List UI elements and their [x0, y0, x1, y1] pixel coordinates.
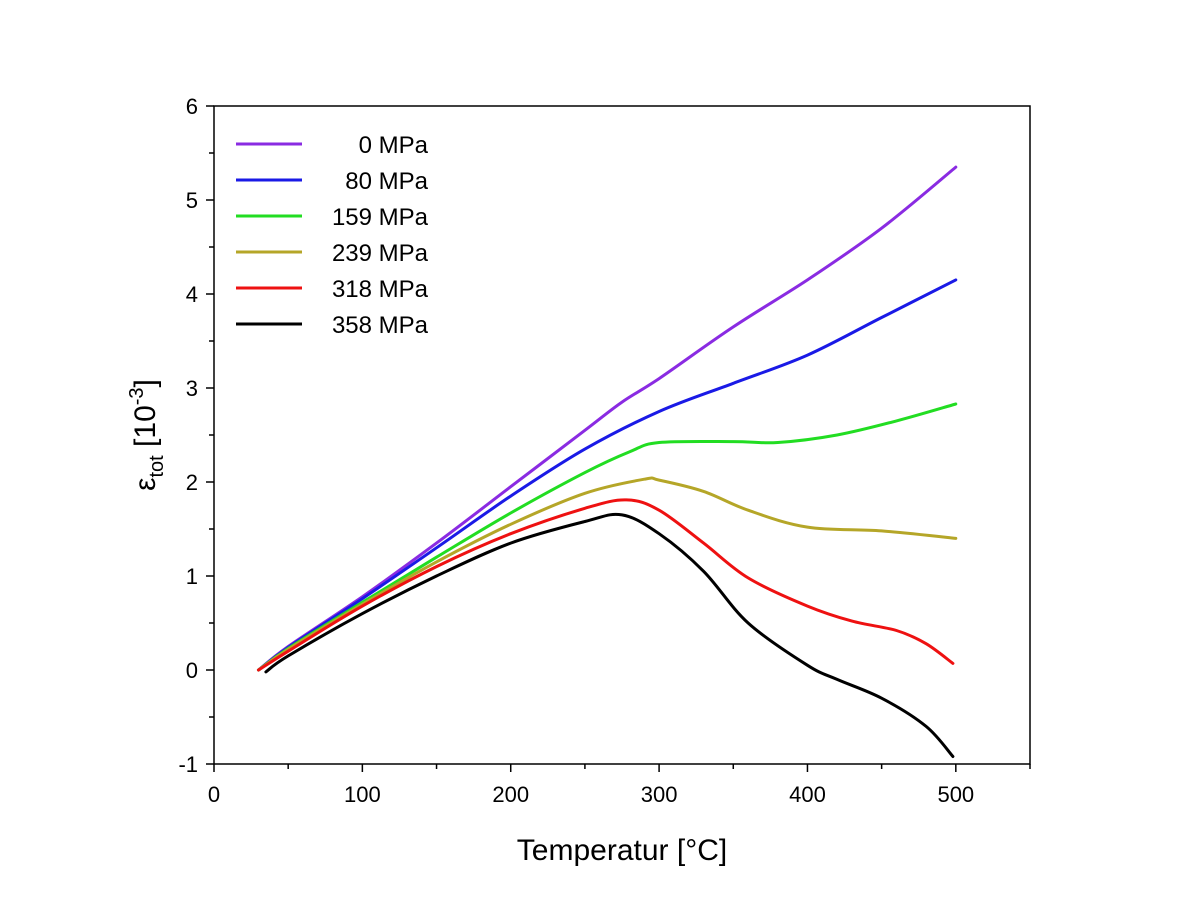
- legend-label-1: 80 MPa: [345, 168, 428, 195]
- legend: 0 MPa 80 MPa 159 MPa 239 MPa 318 MPa 358 MPa: [236, 132, 429, 339]
- y-tick-label: -1: [178, 752, 198, 777]
- y-tick-label: 5: [186, 188, 198, 213]
- x-tick-label: 100: [344, 782, 381, 807]
- x-tick-label: 0: [208, 782, 220, 807]
- x-tick-label: 200: [492, 782, 529, 807]
- series-line-3: [257, 476, 958, 672]
- tick-marks: [206, 105, 1031, 772]
- y-axis-subscript: tot: [146, 455, 168, 478]
- y-axis-symbol: ε: [129, 478, 162, 491]
- series-lines: [257, 165, 958, 758]
- tick-labels: 0 100 200 300 400 500 -1 0 1 2 3 4 5 6: [178, 94, 974, 807]
- x-axis-title: Temperatur [°C]: [517, 834, 727, 867]
- y-tick-label: 3: [186, 376, 198, 401]
- y-axis-title: εtot [10-3]: [126, 379, 168, 491]
- x-tick-label: 500: [937, 782, 974, 807]
- x-tick-label: 300: [641, 782, 678, 807]
- series-line-2: [257, 402, 958, 672]
- y-tick-label: 4: [186, 282, 198, 307]
- series-line-5: [264, 512, 955, 758]
- y-axis-unit-open: [10: [129, 405, 162, 455]
- series-line-0: [257, 165, 958, 672]
- x-tick-label: 400: [789, 782, 826, 807]
- y-tick-label: 1: [186, 564, 198, 589]
- legend-label-5: 358 MPa: [332, 312, 429, 339]
- legend-label-3: 239 MPa: [332, 240, 429, 267]
- legend-label-2: 159 MPa: [332, 204, 429, 231]
- y-axis-unit-exponent: -3: [126, 387, 148, 405]
- series-line-4: [257, 498, 955, 672]
- y-axis-unit-close: ]: [129, 379, 162, 387]
- y-tick-label: 0: [186, 658, 198, 683]
- y-tick-label: 6: [186, 94, 198, 119]
- y-tick-label: 2: [186, 470, 198, 495]
- legend-label-0: 0 MPa: [359, 132, 429, 159]
- series-line-1: [257, 278, 958, 672]
- legend-label-4: 318 MPa: [332, 276, 429, 303]
